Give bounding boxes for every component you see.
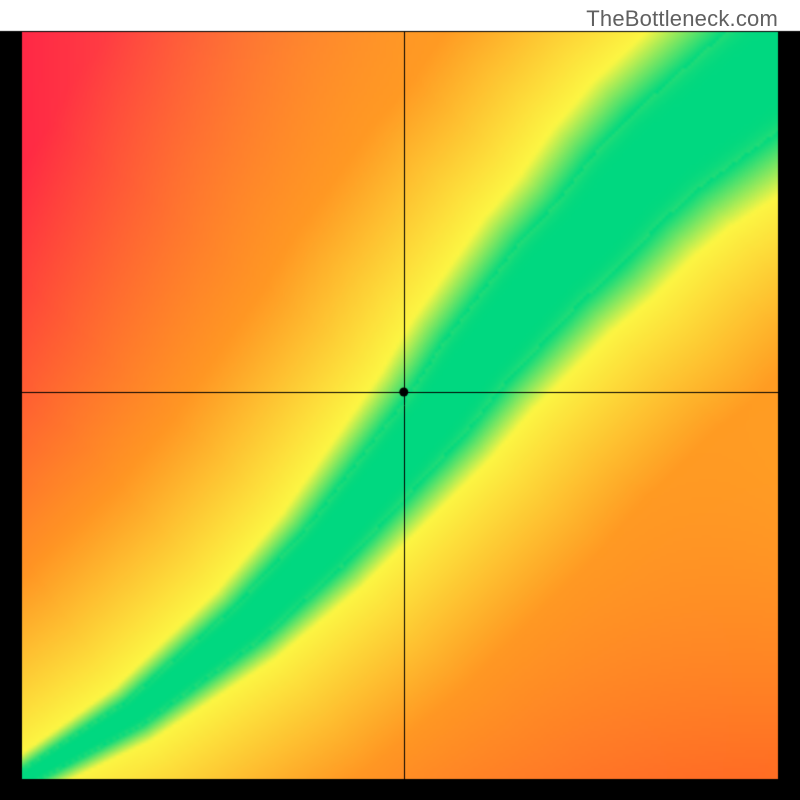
chart-container: TheBottleneck.com [0, 0, 800, 800]
heatmap-canvas [0, 0, 800, 800]
watermark-text: TheBottleneck.com [586, 6, 778, 32]
